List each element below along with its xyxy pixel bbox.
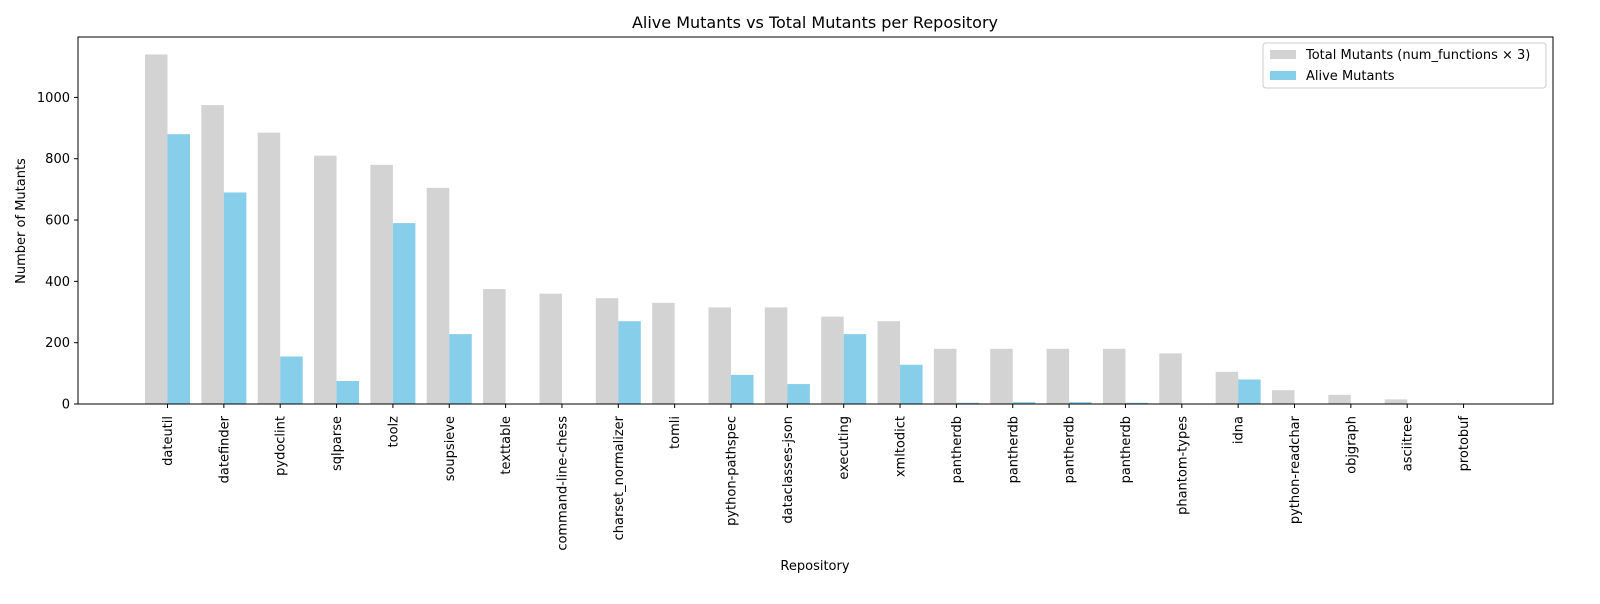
bar-total-11 xyxy=(764,307,788,404)
x-tick-label-17: pantherdb xyxy=(1119,416,1134,483)
bar-alive-10 xyxy=(731,374,754,404)
legend-label-alive: Alive Mutants xyxy=(1306,69,1395,84)
bar-total-15 xyxy=(990,348,1013,404)
bar-alive-19 xyxy=(1238,379,1261,404)
bar-alive-2 xyxy=(280,356,303,404)
legend-swatch-total xyxy=(1270,50,1296,59)
bar-alive-12 xyxy=(843,334,867,404)
bar-alive-13 xyxy=(900,364,923,404)
bar-total-22 xyxy=(1384,399,1408,404)
bar-alive-17 xyxy=(1125,402,1148,404)
x-tick-label-1: datefinder xyxy=(217,415,232,483)
y-tick-label-0: 0 xyxy=(62,398,70,413)
y-tick-label-3: 600 xyxy=(45,214,70,229)
bar-total-0 xyxy=(145,54,168,404)
bar-alive-16 xyxy=(1069,402,1092,404)
bar-total-17 xyxy=(1102,348,1126,404)
x-tick-label-20: python-readchar xyxy=(1288,415,1303,524)
y-tick-label-1: 200 xyxy=(45,336,70,351)
x-tick-label-10: python-pathspec xyxy=(725,416,740,526)
x-tick-label-13: xmltodict xyxy=(894,416,909,477)
bar-total-21 xyxy=(1328,394,1351,404)
bar-alive-5 xyxy=(449,334,472,404)
x-tick-label-4: toolz xyxy=(386,416,401,448)
x-tick-label-19: idna xyxy=(1232,416,1247,444)
bar-total-7 xyxy=(539,293,562,404)
bar-total-2 xyxy=(257,132,281,404)
x-axis-label: Repository xyxy=(780,559,849,574)
bar-alive-15 xyxy=(1012,402,1036,404)
x-tick-label-3: sqlparse xyxy=(330,416,345,471)
legend: Total Mutants (num_functions × 3) Alive … xyxy=(1262,42,1547,89)
bar-total-20 xyxy=(1272,390,1295,404)
x-tick-label-11: dataclasses-json xyxy=(781,416,796,524)
bar-total-10 xyxy=(708,307,731,404)
bar-alive-14 xyxy=(956,402,979,404)
x-tick-label-16: pantherdb xyxy=(1063,416,1078,483)
legend-swatch-alive xyxy=(1270,71,1296,80)
bar-total-9 xyxy=(652,302,675,404)
x-tick-label-0: dateutil xyxy=(161,416,176,466)
bar-alive-8 xyxy=(618,321,641,404)
bar-total-12 xyxy=(821,316,844,404)
legend-label-total: Total Mutants (num_functions × 3) xyxy=(1305,48,1530,63)
x-axis: dateutil datefinder pydoclint sqlparse toolz… xyxy=(161,404,1472,551)
x-tick-label-12: executing xyxy=(837,416,852,480)
bar-total-3 xyxy=(314,155,337,404)
bar-total-16 xyxy=(1046,348,1070,404)
x-tick-label-5: soupsieve xyxy=(443,416,458,481)
y-tick-label-2: 400 xyxy=(45,275,70,290)
x-tick-label-2: pydoclint xyxy=(274,416,289,476)
chart-title: Alive Mutants vs Total Mutants per Repos… xyxy=(632,13,998,32)
x-tick-label-14: pantherdb xyxy=(950,416,965,483)
bar-alive-1 xyxy=(223,192,247,404)
bar-alive-4 xyxy=(392,223,416,404)
bar-total-18 xyxy=(1159,353,1182,404)
bar-total-4 xyxy=(370,164,393,404)
bar-total-8 xyxy=(595,298,619,404)
bar-total-1 xyxy=(201,105,224,404)
legend-box xyxy=(1262,42,1547,89)
bar-total-13 xyxy=(877,321,901,404)
y-axis-label: Number of Mutants xyxy=(14,158,29,284)
x-tick-label-22: asciitree xyxy=(1401,416,1416,471)
bar-total-6 xyxy=(483,289,506,404)
x-tick-label-6: texttable xyxy=(499,416,514,475)
bars-group xyxy=(145,54,1408,404)
bar-total-19 xyxy=(1215,371,1239,404)
x-tick-label-21: objgraph xyxy=(1344,416,1359,474)
bar-alive-3 xyxy=(336,381,360,404)
y-axis: 0 200 400 600 800 1000 xyxy=(37,91,78,413)
x-tick-label-23: protobuf xyxy=(1457,416,1472,472)
bar-total-14 xyxy=(933,348,957,404)
bar-alive-0 xyxy=(167,134,190,404)
x-tick-label-8: charset_normalizer xyxy=(612,415,627,540)
y-tick-label-5: 1000 xyxy=(37,91,70,106)
bar-total-5 xyxy=(426,187,450,404)
y-tick-label-4: 800 xyxy=(45,152,70,167)
x-tick-label-7: command-line-chess xyxy=(555,416,570,551)
x-tick-label-15: pantherdb xyxy=(1006,416,1021,483)
x-tick-label-9: tomli xyxy=(668,416,683,449)
bar-alive-11 xyxy=(787,384,810,404)
x-tick-label-18: phantom-types xyxy=(1175,416,1190,515)
